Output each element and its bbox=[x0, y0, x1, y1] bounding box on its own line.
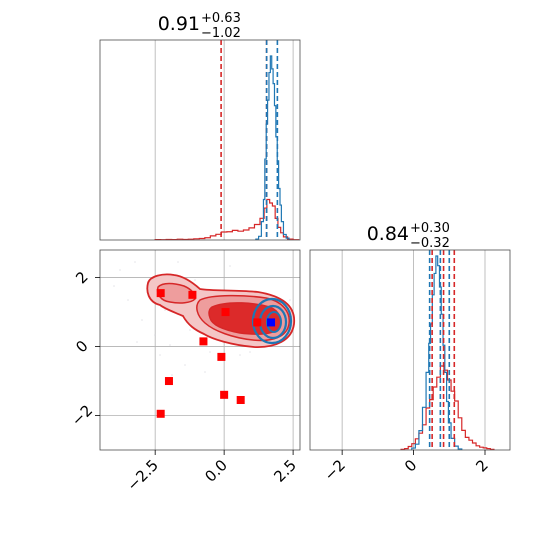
density-contours bbox=[146, 273, 295, 348]
y-tick-label-0: −2 bbox=[68, 401, 96, 429]
blue-contour-inner bbox=[266, 311, 282, 333]
red-sample-marker-0 bbox=[156, 289, 165, 298]
red-sample-marker-4 bbox=[199, 337, 208, 346]
red-sample-marker-3 bbox=[253, 318, 262, 327]
right-histogram-frame bbox=[309, 249, 511, 451]
joint-density-panel: −2.5 0.0 2.5 −2 0 2 bbox=[68, 249, 301, 495]
right-title-lower: −0.32 bbox=[410, 236, 450, 251]
y-tick-label-2: 2 bbox=[72, 268, 91, 287]
red-sample-marker-8 bbox=[236, 396, 245, 404]
top-histogram-frame bbox=[99, 39, 301, 241]
x-tick-label-1: 0.0 bbox=[201, 456, 231, 486]
joint-density-background bbox=[100, 250, 300, 450]
joint-density-points bbox=[156, 289, 276, 418]
right-x-tick-label-1: 0 bbox=[401, 456, 420, 475]
red-sample-marker-1 bbox=[188, 290, 197, 299]
right-histogram-background bbox=[310, 250, 510, 450]
right-x-tick-label-0: −2 bbox=[321, 456, 349, 484]
top-histogram-grid bbox=[154, 40, 294, 240]
blue-histogram-line bbox=[255, 55, 290, 240]
red-sample-marker-5 bbox=[217, 352, 226, 361]
blue-sample-marker bbox=[267, 318, 276, 327]
x-tick-label-2: 2.5 bbox=[270, 456, 300, 486]
top-histogram-plot bbox=[154, 40, 300, 240]
top-title-value: 0.91 bbox=[158, 13, 200, 35]
right-histogram-plot bbox=[400, 250, 495, 450]
red-sample-marker-6 bbox=[164, 377, 173, 386]
blue-contour-outer bbox=[251, 297, 293, 345]
top-histogram-title: 0.91 +0.63 −1.02 bbox=[158, 11, 241, 41]
joint-density-grid bbox=[100, 250, 300, 450]
top-title-lower: −1.02 bbox=[201, 26, 241, 41]
right-histogram-title: 0.84 +0.30 −0.32 bbox=[367, 221, 450, 251]
red-sample-marker-2 bbox=[221, 308, 230, 317]
blue-histogram-line bbox=[411, 255, 463, 450]
right-histogram-ticks: −2 0 2 bbox=[321, 450, 492, 484]
red-sample-marker-9 bbox=[156, 409, 165, 418]
right-x-tick-label-2: 2 bbox=[472, 456, 491, 475]
top-histogram-panel: 0.91 +0.63 −1.02 bbox=[99, 11, 301, 241]
joint-density-frame bbox=[99, 249, 301, 451]
right-title-upper: +0.30 bbox=[410, 221, 450, 236]
red-histogram-line bbox=[400, 365, 495, 450]
right-title-value: 0.84 bbox=[367, 223, 409, 245]
contour-level-2 bbox=[156, 282, 196, 304]
red-sample-marker-7 bbox=[220, 390, 229, 399]
x-tick-label-0: −2.5 bbox=[124, 456, 162, 494]
right-histogram-grid bbox=[341, 250, 486, 450]
right-histogram-panel: −2 0 2 0.84 +0.30 −0.32 bbox=[309, 221, 511, 484]
y-tick-label-1: 0 bbox=[72, 337, 91, 356]
top-title-upper: +0.63 bbox=[201, 11, 241, 26]
